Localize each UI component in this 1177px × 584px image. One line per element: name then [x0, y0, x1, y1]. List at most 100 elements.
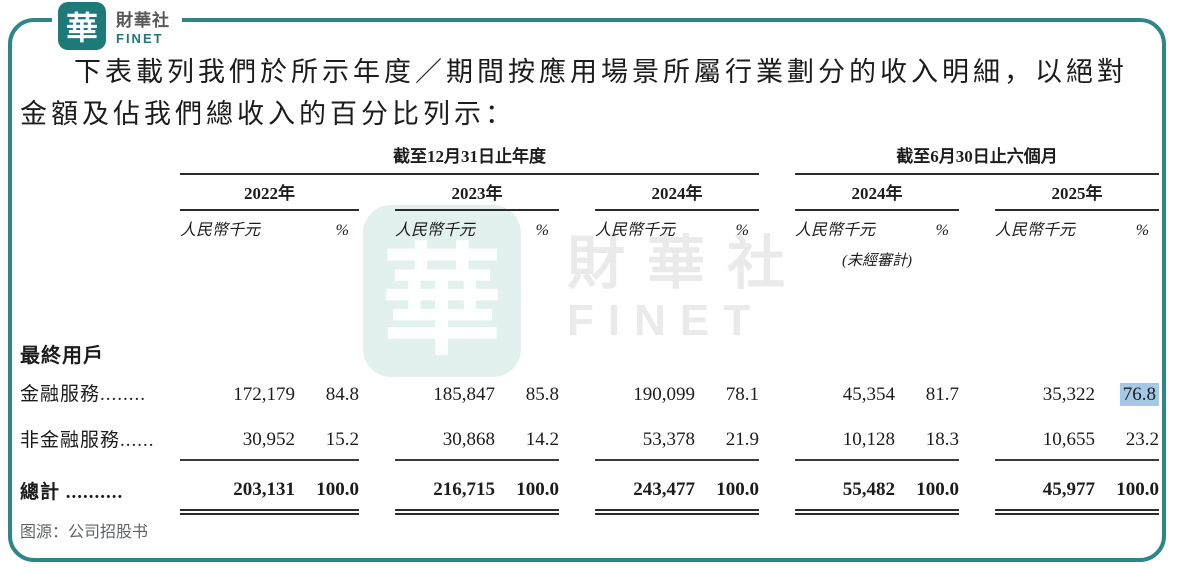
percent-header: %	[735, 222, 749, 239]
year-header-row: 2022年 2023年 2024年 2024年 2025年	[20, 174, 1160, 211]
section-header-row: 最終用戶	[20, 326, 1159, 368]
spacer-cell	[959, 460, 995, 512]
intro-line-1: 下表載列我們於所示年度／期間按應用場景所屬行業劃分的收入明細，以絕對	[74, 57, 1128, 87]
gap-row	[20, 270, 1159, 326]
year-header-2024-interim: 2024年	[795, 174, 959, 211]
spacer-cell	[359, 244, 395, 270]
total-percent-cell: 100.0	[895, 460, 959, 515]
total-value-cell: 203,131	[180, 460, 295, 515]
percent-header: %	[1135, 222, 1150, 239]
spacer-cell	[759, 368, 795, 414]
finet-seal-icon: 華	[58, 2, 106, 50]
spacer-cell	[959, 414, 995, 460]
spacer-cell	[559, 460, 595, 512]
value-cell: 53,378	[595, 414, 695, 461]
spacer-cell	[559, 174, 595, 210]
total-value-cell: 216,715	[395, 460, 495, 515]
unit-header: 人民幣千元	[395, 222, 476, 239]
empty-cell	[20, 270, 1159, 326]
unit-header-row: 人民幣千元 % 人民幣千元 % 人民幣千元 % 人民幣千元 % 人民幣千元 %	[20, 210, 1159, 244]
unit-header: 人民幣千元	[180, 222, 261, 239]
percent-cell: 81.7	[925, 384, 959, 405]
content-frame-border	[8, 18, 1166, 562]
spacer-cell	[759, 244, 795, 270]
period-header-row: 截至12月31日止年度 截至6月30日止六個月	[20, 140, 1160, 175]
watermark-brand-cn: 財華社	[567, 231, 808, 296]
spacer-cell	[559, 414, 595, 460]
total-percent-cell: 100.0	[295, 460, 359, 515]
percent-header: %	[335, 222, 349, 239]
value-cell: 35,322	[1042, 384, 1095, 405]
spacer-cell	[759, 414, 795, 460]
logo-brand-en: FINET	[116, 31, 164, 46]
unaudited-note: (未經審計)	[842, 253, 912, 269]
value-cell: 30,952	[180, 414, 295, 461]
empty-cell	[995, 244, 1159, 270]
value-cell: 185,847	[433, 384, 495, 405]
percent-cell: 78.1	[725, 384, 759, 405]
spacer-cell	[359, 174, 395, 210]
empty-cell	[395, 244, 559, 270]
value-cell: 10,655	[995, 414, 1095, 461]
spacer-cell	[359, 414, 395, 460]
table-row-non-financial-services: 非金融服務...... 30,952 15.2 30,868 14.2 53,3…	[20, 414, 1160, 461]
logo-brand-cn: 財華社	[116, 11, 170, 30]
spacer-cell	[559, 368, 595, 414]
total-label: 總計 ..........	[20, 482, 124, 503]
period-header-annual: 截至12月31日止年度	[180, 140, 759, 175]
value-cell: 10,128	[795, 414, 895, 461]
spacer-cell	[759, 210, 795, 244]
value-cell: 172,179	[233, 384, 295, 405]
year-header-2023: 2023年	[395, 174, 559, 211]
year-header-2024: 2024年	[595, 174, 759, 211]
unit-header: 人民幣千元	[995, 222, 1076, 239]
table-row-total: 總計 .......... 203,131 100.0 216,715 100.…	[20, 460, 1160, 515]
spacer-cell	[759, 460, 795, 512]
section-header: 最終用戶	[20, 345, 104, 367]
empty-cell	[595, 244, 759, 270]
year-header-2025-interim: 2025年	[995, 174, 1160, 211]
total-percent-cell: 100.0	[695, 460, 759, 515]
watermark-seal-character: 華	[382, 236, 502, 369]
percent-header: %	[535, 222, 549, 239]
intro-line-2: 金額及佔我們總收入的百分比列示：	[20, 98, 516, 129]
logo-text: 財華社 FINET	[116, 6, 170, 46]
highlighted-value: 76.8	[1119, 383, 1160, 406]
spacer-cell	[959, 174, 995, 210]
percent-header: %	[935, 222, 949, 239]
percent-cell: 85.8	[525, 384, 559, 405]
spacer-cell	[559, 244, 595, 270]
total-value-cell: 243,477	[595, 460, 695, 515]
finet-logo: 華 財華社 FINET	[52, 2, 182, 54]
total-value-cell: 55,482	[795, 460, 895, 515]
source-note: 图源：公司招股书	[20, 524, 149, 541]
revenue-table: 截至12月31日止年度 截至6月30日止六個月 2022年 2023年 2024…	[20, 140, 1160, 515]
spacer-cell	[359, 368, 395, 414]
unaudited-note-row: (未經審計)	[20, 244, 1159, 270]
table-row-financial-services: 金融服務........ 172,179 84.8 185,847 85.8 1…	[20, 368, 1160, 414]
spacer-cell	[759, 174, 795, 210]
spacer-cell	[959, 210, 995, 244]
value-cell: 190,099	[633, 384, 695, 405]
empty-cell	[20, 210, 180, 244]
watermark-text: 財華社 FINET	[567, 232, 807, 346]
empty-cell	[20, 140, 180, 174]
percent-cell: 84.8	[325, 384, 359, 405]
total-value-cell: 45,977	[995, 460, 1095, 515]
percent-cell: 14.2	[495, 414, 559, 461]
intro-paragraph: 下表載列我們於所示年度／期間按應用場景所屬行業劃分的收入明細，以絕對 金額及佔我…	[20, 52, 1150, 136]
spacer-cell	[959, 244, 995, 270]
value-cell: 30,868	[395, 414, 495, 461]
percent-cell: 23.2	[1095, 414, 1160, 461]
percent-cell: 18.3	[895, 414, 959, 461]
seal-character: 華	[65, 10, 98, 46]
spacer-cell	[359, 460, 395, 512]
spacer-cell	[559, 210, 595, 244]
percent-cell-highlighted: 76.8	[1095, 368, 1160, 414]
row-label: 金融服務........	[20, 384, 147, 405]
spacer-cell	[959, 368, 995, 414]
value-cell: 45,354	[842, 384, 895, 405]
row-label: 非金融服務......	[20, 430, 155, 451]
watermark-seal-icon: 華	[363, 205, 521, 377]
